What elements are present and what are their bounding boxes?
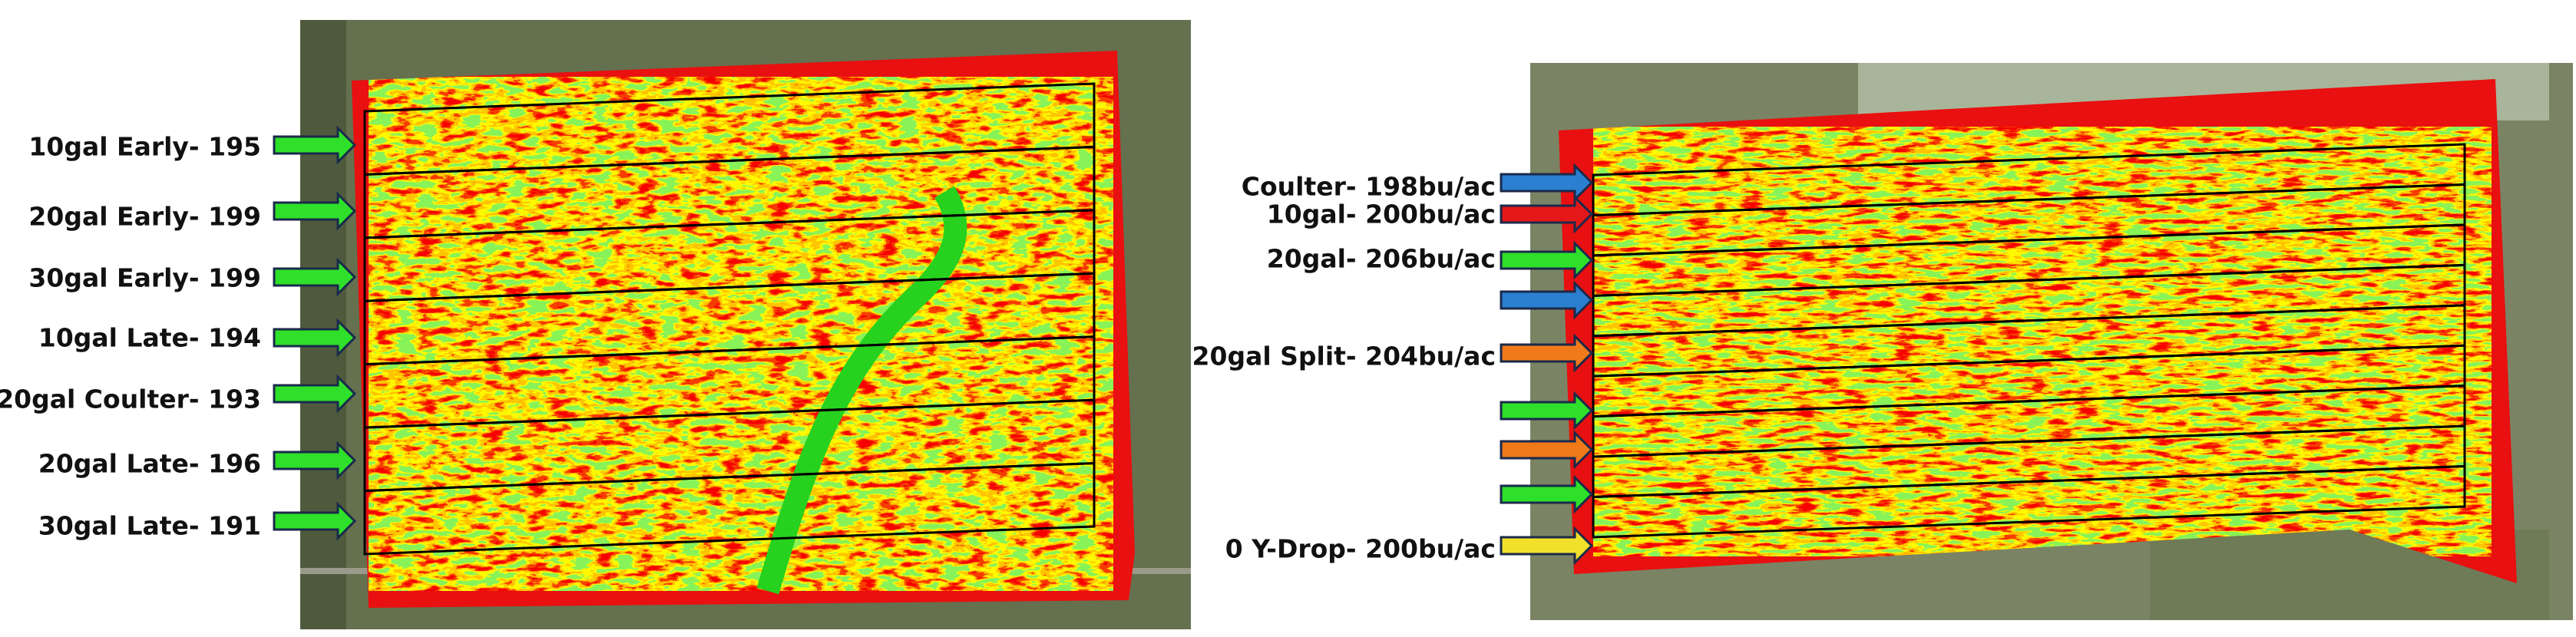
arrows [273,125,1594,566]
strip-label: 30gal Late- 191 [38,511,261,541]
left-map [300,20,1191,629]
arrow [1500,526,1594,566]
arrow [1500,474,1594,514]
strip [363,462,1096,556]
strip-label: 10gal Early- 195 [28,132,261,162]
strip-label: 20gal Early- 199 [28,202,261,232]
strip-label: 20gal Late- 196 [38,449,261,479]
strip-label: 20gal Coulter- 193 [0,385,261,414]
arrow [273,318,357,358]
strip-label: Coulter- 198bu/ac [1242,172,1496,202]
waterway [756,186,967,595]
arrow [1500,391,1594,431]
strips [363,82,1096,556]
arrow [273,125,357,165]
strips [1592,143,2466,539]
arrow [1500,240,1594,280]
arrow [273,191,357,231]
strip-label: 30gal Early- 199 [28,263,261,293]
arrow [1500,280,1594,320]
right-map [1530,63,2573,620]
arrow [1500,163,1594,203]
arrow [1500,194,1594,234]
strip-label: 10gal Late- 194 [38,323,261,353]
strip-label: 0 Y-Drop- 200bu/ac [1225,534,1496,564]
strip-label: 20gal Split- 204bu/ac [1192,342,1496,371]
arrow [273,501,357,541]
yield-texture [369,77,1113,591]
strip [1592,465,2466,539]
arrow [273,441,357,480]
labels: 10gal Early- 195 20gal Early- 199 30gal Ea… [0,132,1496,564]
arrow [1500,430,1594,470]
yield-field [369,77,1113,595]
strip-label: 20gal- 206bu/ac [1267,244,1496,274]
arrow [273,374,357,414]
strip-label: 10gal- 200bu/ac [1267,200,1496,229]
arrow [273,257,357,297]
arrow [1500,333,1594,373]
